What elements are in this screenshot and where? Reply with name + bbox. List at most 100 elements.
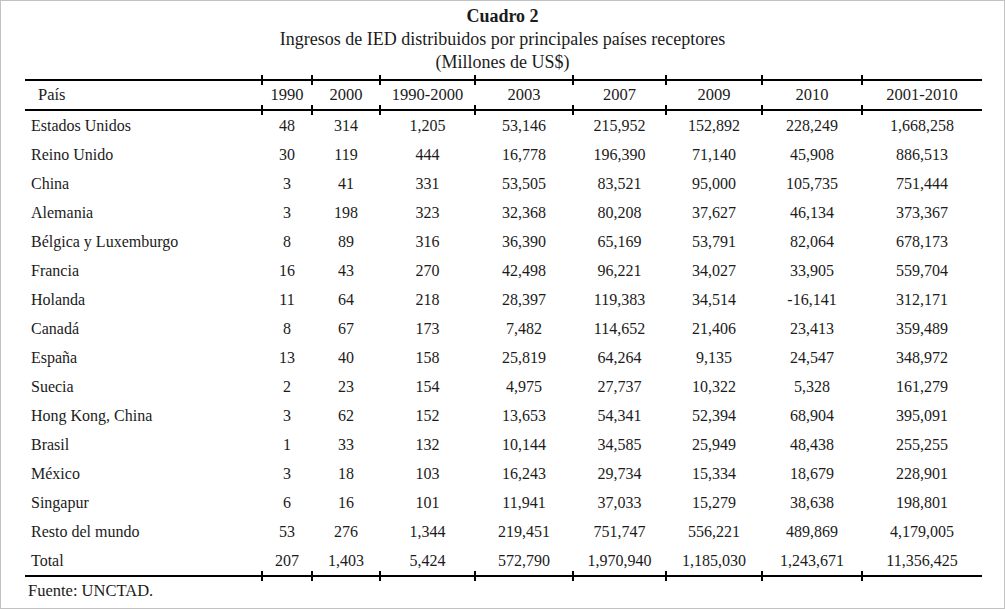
column-boundary-tick: [761, 571, 763, 581]
value-cell: 25,949: [666, 430, 762, 459]
country-cell: España: [25, 343, 262, 372]
value-cell: 9,135: [666, 343, 762, 372]
value-cell: 154: [380, 372, 475, 401]
value-cell: 3: [262, 459, 312, 488]
country-cell: Reino Unido: [25, 140, 262, 169]
value-cell: 40: [312, 343, 380, 372]
value-cell: 359,489: [862, 314, 982, 343]
value-cell: 46,134: [762, 198, 862, 227]
column-boundary-tick: [665, 75, 667, 85]
country-cell: Resto del mundo: [25, 517, 262, 546]
value-cell: 23: [312, 372, 380, 401]
value-cell: 18: [312, 459, 380, 488]
column-boundary-tick: [665, 571, 667, 581]
value-cell: 16: [262, 256, 312, 285]
value-cell: 45,908: [762, 140, 862, 169]
table-row: España134015825,81964,2649,13524,547348,…: [25, 343, 982, 372]
value-cell: 21,406: [666, 314, 762, 343]
value-cell: 103: [380, 459, 475, 488]
value-cell: 1,403: [312, 546, 380, 576]
value-cell: 32,368: [475, 198, 573, 227]
value-cell: 228,249: [762, 110, 862, 140]
value-cell: 8: [262, 314, 312, 343]
column-boundary-tick: [379, 75, 381, 85]
table-row: Francia164327042,49896,22134,02733,90555…: [25, 256, 982, 285]
value-cell: 158: [380, 343, 475, 372]
value-cell: 13: [262, 343, 312, 372]
value-cell: 15,334: [666, 459, 762, 488]
value-cell: 16,243: [475, 459, 573, 488]
value-cell: 255,255: [862, 430, 982, 459]
value-cell: 105,735: [762, 169, 862, 198]
value-cell: 331: [380, 169, 475, 198]
value-cell: 27,737: [573, 372, 666, 401]
table-row: Resto del mundo532761,344219,451751,7475…: [25, 517, 982, 546]
column-boundary-tick: [761, 75, 763, 85]
value-cell: 53,146: [475, 110, 573, 140]
table-caption-unit: (Millones de US$): [0, 51, 1005, 74]
value-cell: 218: [380, 285, 475, 314]
value-cell: 444: [380, 140, 475, 169]
table-row: China34133153,50583,52195,000105,735751,…: [25, 169, 982, 198]
value-cell: -16,141: [762, 285, 862, 314]
value-cell: 43: [312, 256, 380, 285]
table-header-row: País 1990 2000 1990-2000 2003 2007 2009 …: [25, 80, 982, 110]
value-cell: 1: [262, 430, 312, 459]
value-cell: 678,173: [862, 227, 982, 256]
value-cell: 132: [380, 430, 475, 459]
value-cell: 348,972: [862, 343, 982, 372]
value-cell: 2: [262, 372, 312, 401]
column-boundary-tick: [572, 75, 574, 85]
value-cell: 751,444: [862, 169, 982, 198]
value-cell: 71,140: [666, 140, 762, 169]
column-header-2003: 2003: [475, 80, 573, 110]
country-cell: Singapur: [25, 488, 262, 517]
table-row: Brasil13313210,14434,58525,94948,438255,…: [25, 430, 982, 459]
value-cell: 37,627: [666, 198, 762, 227]
value-cell: 198: [312, 198, 380, 227]
column-header-1990-2000: 1990-2000: [380, 80, 475, 110]
value-cell: 3: [262, 401, 312, 430]
value-cell: 196,390: [573, 140, 666, 169]
value-cell: 11,356,425: [862, 546, 982, 576]
column-boundary-tick: [261, 75, 263, 85]
country-cell: Hong Kong, China: [25, 401, 262, 430]
value-cell: 114,652: [573, 314, 666, 343]
value-cell: 1,668,258: [862, 110, 982, 140]
column-boundary-tick: [665, 105, 667, 115]
table-total-row: Total2071,4035,424572,7901,970,9401,185,…: [25, 546, 982, 576]
table-row: Holanda116421828,397119,38334,514-16,141…: [25, 285, 982, 314]
value-cell: 10,144: [475, 430, 573, 459]
table-row: Alemania319832332,36880,20837,62746,1343…: [25, 198, 982, 227]
country-cell: México: [25, 459, 262, 488]
table-caption: Cuadro 2 Ingresos de IED distribuidos po…: [0, 5, 1005, 74]
value-cell: 316: [380, 227, 475, 256]
table-caption-title: Ingresos de IED distribuidos por princip…: [0, 28, 1005, 51]
value-cell: 18,679: [762, 459, 862, 488]
value-cell: 53: [262, 517, 312, 546]
value-cell: 161,279: [862, 372, 982, 401]
value-cell: 53,791: [666, 227, 762, 256]
value-cell: 270: [380, 256, 475, 285]
country-cell: Holanda: [25, 285, 262, 314]
value-cell: 30: [262, 140, 312, 169]
country-cell: Estados Unidos: [25, 110, 262, 140]
value-cell: 207: [262, 546, 312, 576]
value-cell: 11: [262, 285, 312, 314]
value-cell: 54,341: [573, 401, 666, 430]
value-cell: 152,892: [666, 110, 762, 140]
value-cell: 25,819: [475, 343, 573, 372]
value-cell: 41: [312, 169, 380, 198]
country-cell: Total: [25, 546, 262, 576]
column-boundary-tick: [861, 75, 863, 85]
table-row: Canadá8671737,482114,65221,40623,413359,…: [25, 314, 982, 343]
value-cell: 323: [380, 198, 475, 227]
value-cell: 33: [312, 430, 380, 459]
value-cell: 101: [380, 488, 475, 517]
column-boundary-tick: [311, 75, 313, 85]
value-cell: 42,498: [475, 256, 573, 285]
column-boundary-tick: [379, 571, 381, 581]
column-boundary-tick: [261, 105, 263, 115]
column-header-2009: 2009: [666, 80, 762, 110]
value-cell: 751,747: [573, 517, 666, 546]
